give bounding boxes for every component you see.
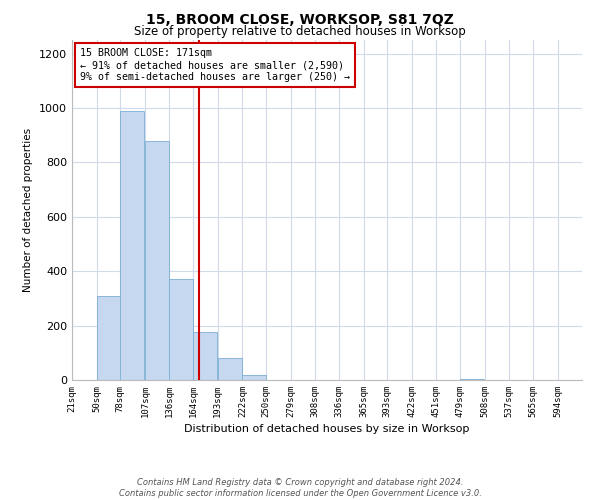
Text: Size of property relative to detached houses in Worksop: Size of property relative to detached ho…: [134, 25, 466, 38]
Bar: [121, 110, 144, 380]
Bar: [169, 280, 193, 380]
Bar: [460, 378, 484, 380]
Bar: [242, 374, 266, 380]
Bar: [193, 332, 217, 380]
Bar: [218, 358, 242, 380]
Text: 15, BROOM CLOSE, WORKSOP, S81 7QZ: 15, BROOM CLOSE, WORKSOP, S81 7QZ: [146, 12, 454, 26]
Bar: [97, 296, 121, 380]
X-axis label: Distribution of detached houses by size in Worksop: Distribution of detached houses by size …: [184, 424, 470, 434]
Text: 15 BROOM CLOSE: 171sqm
← 91% of detached houses are smaller (2,590)
9% of semi-d: 15 BROOM CLOSE: 171sqm ← 91% of detached…: [80, 48, 350, 82]
Bar: [145, 140, 169, 380]
Text: Contains HM Land Registry data © Crown copyright and database right 2024.
Contai: Contains HM Land Registry data © Crown c…: [119, 478, 481, 498]
Y-axis label: Number of detached properties: Number of detached properties: [23, 128, 34, 292]
